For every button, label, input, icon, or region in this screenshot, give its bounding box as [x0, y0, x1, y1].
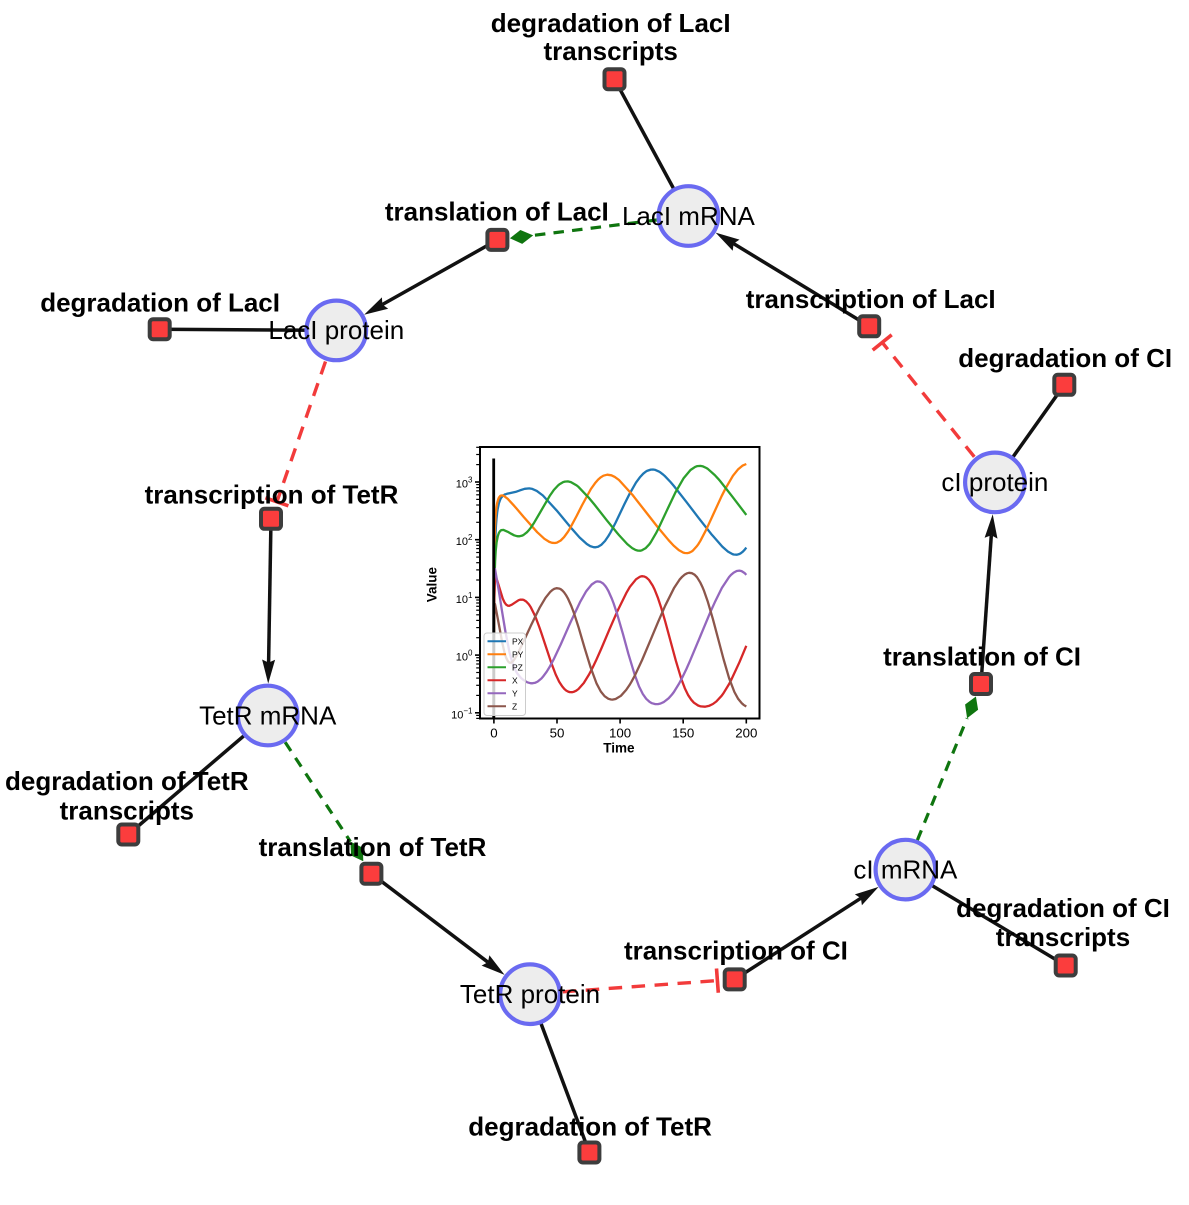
svg-text:Y: Y — [512, 688, 518, 698]
svg-text:PY: PY — [512, 649, 524, 659]
svg-text:PZ: PZ — [512, 662, 523, 672]
svg-text:degradation of CI: degradation of CI — [956, 893, 1170, 923]
svg-text:200: 200 — [735, 725, 757, 740]
svg-text:translation of CI: translation of CI — [883, 642, 1081, 672]
svg-text:100: 100 — [609, 725, 631, 740]
svg-text:degradation of TetR: degradation of TetR — [468, 1111, 712, 1141]
svg-text:Value: Value — [425, 566, 440, 602]
svg-text:PX: PX — [512, 636, 524, 646]
svg-text:LacI mRNA: LacI mRNA — [622, 201, 756, 231]
svg-text:cI protein: cI protein — [941, 467, 1048, 497]
svg-text:Time: Time — [603, 741, 635, 756]
svg-text:150: 150 — [672, 725, 694, 740]
svg-text:degradation of TetR: degradation of TetR — [5, 766, 249, 796]
svg-text:transcription of LacI: transcription of LacI — [746, 284, 996, 314]
svg-text:cI mRNA: cI mRNA — [853, 854, 958, 884]
svg-text:LacI protein: LacI protein — [268, 315, 404, 345]
svg-text:TetR protein: TetR protein — [460, 979, 600, 1009]
svg-text:degradation of CI: degradation of CI — [958, 343, 1172, 373]
svg-text:X: X — [512, 675, 518, 685]
svg-text:translation of TetR: translation of TetR — [259, 832, 487, 862]
svg-text:50: 50 — [550, 725, 565, 740]
svg-text:0: 0 — [490, 725, 497, 740]
svg-text:transcription of TetR: transcription of TetR — [145, 480, 399, 510]
svg-text:transcripts: transcripts — [544, 36, 678, 66]
svg-text:transcription of CI: transcription of CI — [624, 936, 848, 966]
svg-text:translation of LacI: translation of LacI — [385, 197, 609, 227]
svg-text:transcripts: transcripts — [60, 795, 194, 825]
svg-text:degradation of LacI: degradation of LacI — [40, 288, 280, 318]
svg-text:degradation of LacI: degradation of LacI — [491, 8, 731, 38]
svg-text:transcripts: transcripts — [996, 922, 1130, 952]
svg-text:TetR mRNA: TetR mRNA — [199, 700, 337, 730]
svg-text:Z: Z — [512, 701, 517, 711]
